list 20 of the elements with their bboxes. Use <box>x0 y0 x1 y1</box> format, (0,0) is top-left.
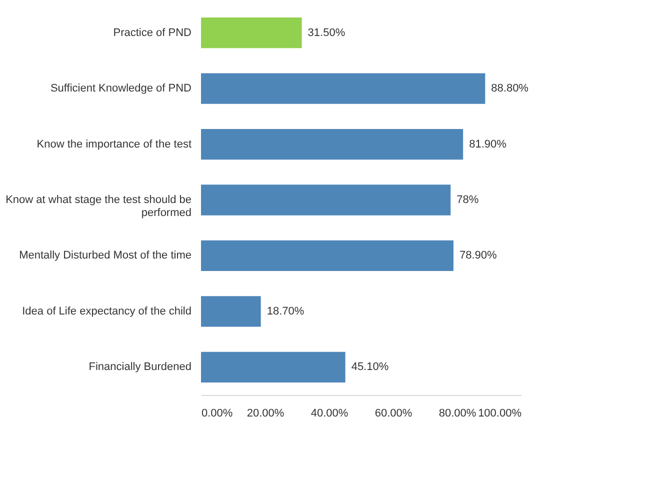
y-tick-label: Know the importance of the test <box>36 138 192 150</box>
x-tick-label: 20.00% <box>246 408 284 420</box>
data-label: 81.90% <box>469 138 507 150</box>
data-label: 78% <box>456 194 479 206</box>
data-label: 88.80% <box>491 82 529 95</box>
y-tick-label: Idea of Life expectancy of the child <box>22 305 192 318</box>
x-tick-label: 0.00% <box>202 408 233 420</box>
data-label: 18.70% <box>266 305 304 318</box>
data-label: 45.10% <box>351 361 389 374</box>
x-tick-label: 100.00% <box>478 408 522 420</box>
data-label: 31.50% <box>308 26 346 39</box>
y-tick-label: Know at what stage the test should be performed <box>6 194 192 219</box>
y-tick-label: Mentally Disturbed Most of the time <box>19 250 192 262</box>
x-tick-label: 40.00% <box>310 408 348 420</box>
x-tick-label: 60.00% <box>374 408 412 420</box>
y-tick-label: Financially Burdened <box>88 361 192 374</box>
data-label: 78.90% <box>459 250 498 262</box>
x-tick-label: 80.00% <box>438 408 476 420</box>
y-tick-label: Sufficient Knowledge of PND <box>50 82 192 95</box>
y-tick-label: Practice of PND <box>113 26 192 39</box>
